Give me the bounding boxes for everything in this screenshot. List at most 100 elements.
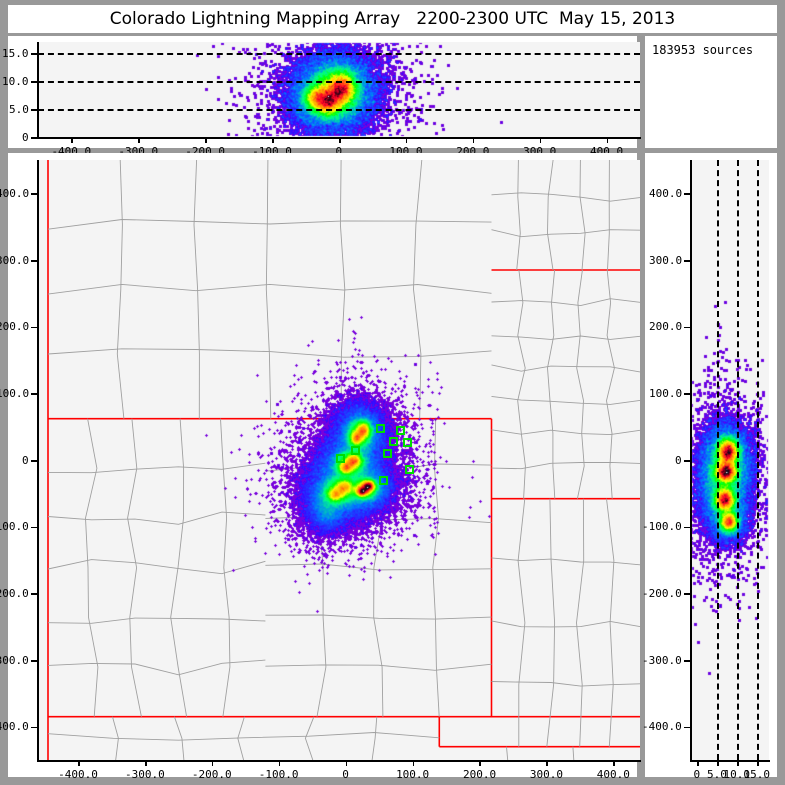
lightning-density-plan xyxy=(38,160,640,760)
y-tick xyxy=(684,660,691,662)
x-tick-label: 0 xyxy=(342,768,349,781)
y-tick-label: 100.0 xyxy=(0,386,30,400)
x-tick xyxy=(757,760,759,766)
lightning-density-top xyxy=(38,42,640,137)
x-tick xyxy=(205,137,207,143)
panel-source-count: 183953 sources xyxy=(645,36,777,148)
page-title: Colorado Lightning Mapping Array 2200-23… xyxy=(109,9,676,29)
y-tick xyxy=(684,593,691,595)
y-tick xyxy=(684,726,691,729)
y-tick-label: -200.0 xyxy=(642,586,682,600)
lma-station-marker xyxy=(350,446,360,456)
gridline-vertical xyxy=(737,160,739,760)
x-tick-label: -100.0 xyxy=(258,768,299,781)
x-tick xyxy=(78,760,80,766)
y-tick-label: 0 xyxy=(22,453,29,467)
gridline-horizontal xyxy=(38,53,640,56)
x-tick-label: 0 xyxy=(693,768,701,781)
y-tick-label: 100.0 xyxy=(649,386,683,400)
x-tick xyxy=(546,760,548,766)
source-count-label: 183953 sources xyxy=(652,43,754,57)
y-tick-label: 5.0 xyxy=(9,102,29,116)
y-tick-label: 10.0 xyxy=(2,74,29,88)
y-tick-label: -300.0 xyxy=(0,653,29,667)
x-tick xyxy=(272,137,274,143)
x-tick xyxy=(145,760,147,766)
plot-area-height-north-south xyxy=(691,160,769,760)
y-tick-label: -300.0 xyxy=(642,653,682,667)
gridline-vertical xyxy=(757,160,759,760)
x-tick-label: -400.0 xyxy=(58,768,98,781)
gridline-horizontal xyxy=(38,81,640,84)
y-tick xyxy=(684,326,691,329)
x-tick-label: 200.0 xyxy=(462,768,497,781)
y-tick xyxy=(31,81,38,83)
x-tick-label: 100.0 xyxy=(396,768,430,781)
x-tick xyxy=(138,137,140,143)
y-tick xyxy=(684,193,691,195)
panel-plan-view: -400.0 -300.0 -200.0 -100.0 0 100.0 200.0 300.0… xyxy=(0,153,641,781)
x-tick xyxy=(339,137,341,143)
y-tick xyxy=(31,726,38,729)
x-tick-label: 15.0 xyxy=(743,768,771,781)
y-tick-label: 0 xyxy=(675,453,682,467)
y-tick-label: 200.0 xyxy=(649,320,683,334)
x-tick xyxy=(697,760,699,766)
lma-station-marker xyxy=(382,448,392,458)
lma-station-marker xyxy=(405,464,415,474)
plot-area-plan-view xyxy=(38,160,640,760)
panel-height-vs-north-south: 0 5.0 10.0 15.0 -400.0 -300.0 -200.0 -100.0 0 100… xyxy=(642,153,777,781)
lma-station-marker xyxy=(378,475,388,485)
x-tick-label: 10.0 xyxy=(723,768,751,781)
x-tick xyxy=(71,137,73,143)
y-tick-label: 400.0 xyxy=(0,186,30,200)
y-tick xyxy=(684,393,691,395)
x-tick-label: 5.0 xyxy=(707,768,727,781)
panel-height-vs-east-west: -400.0 -300.0 -200.0 -100.0 0 100.0 200.0 300.0… xyxy=(2,36,641,158)
lma-station-marker xyxy=(375,423,385,433)
y-tick xyxy=(31,460,38,462)
gridline-vertical xyxy=(717,160,719,760)
x-tick xyxy=(737,760,739,766)
y-tick xyxy=(31,326,38,329)
x-tick-label: 0 xyxy=(335,145,343,158)
lma-station-marker xyxy=(396,426,406,436)
y-tick xyxy=(31,393,38,395)
lma-station-marker xyxy=(335,454,345,464)
figure-title-bar: Colorado Lightning Mapping Array 2200-23… xyxy=(8,5,777,33)
y-tick-label: -100.0 xyxy=(642,520,682,534)
gridline-horizontal xyxy=(38,109,640,112)
x-tick xyxy=(479,760,481,766)
lma-station-layer xyxy=(38,160,640,760)
y-tick-label: -400.0 xyxy=(0,720,29,734)
y-axis-line xyxy=(37,42,39,138)
x-tick xyxy=(606,137,609,143)
x-tick xyxy=(412,760,415,766)
y-tick-label: -200.0 xyxy=(0,586,29,600)
y-tick xyxy=(31,109,38,111)
x-tick xyxy=(539,137,542,143)
lma-station-marker xyxy=(389,436,399,446)
y-tick-label: -400.0 xyxy=(642,720,682,734)
x-axis-line xyxy=(37,760,641,762)
y-tick xyxy=(31,137,38,139)
lightning-density-right xyxy=(691,160,769,760)
x-tick xyxy=(717,760,719,766)
y-tick xyxy=(31,260,38,262)
y-tick-label: 15.0 xyxy=(2,46,29,60)
x-tick-label: -300.0 xyxy=(125,768,165,781)
y-tick xyxy=(684,526,691,529)
x-tick xyxy=(472,137,475,143)
x-tick xyxy=(613,760,615,766)
y-tick-label: 300.0 xyxy=(0,253,30,267)
y-tick xyxy=(684,260,691,262)
y-tick-label: 300.0 xyxy=(649,253,683,267)
y-tick xyxy=(31,53,38,55)
y-tick-label: 400.0 xyxy=(649,186,683,200)
x-tick xyxy=(211,760,214,766)
y-tick-label: 0 xyxy=(22,130,29,144)
x-axis-line xyxy=(690,760,770,762)
x-tick-label: 300.0 xyxy=(529,768,563,781)
x-tick xyxy=(278,760,281,766)
